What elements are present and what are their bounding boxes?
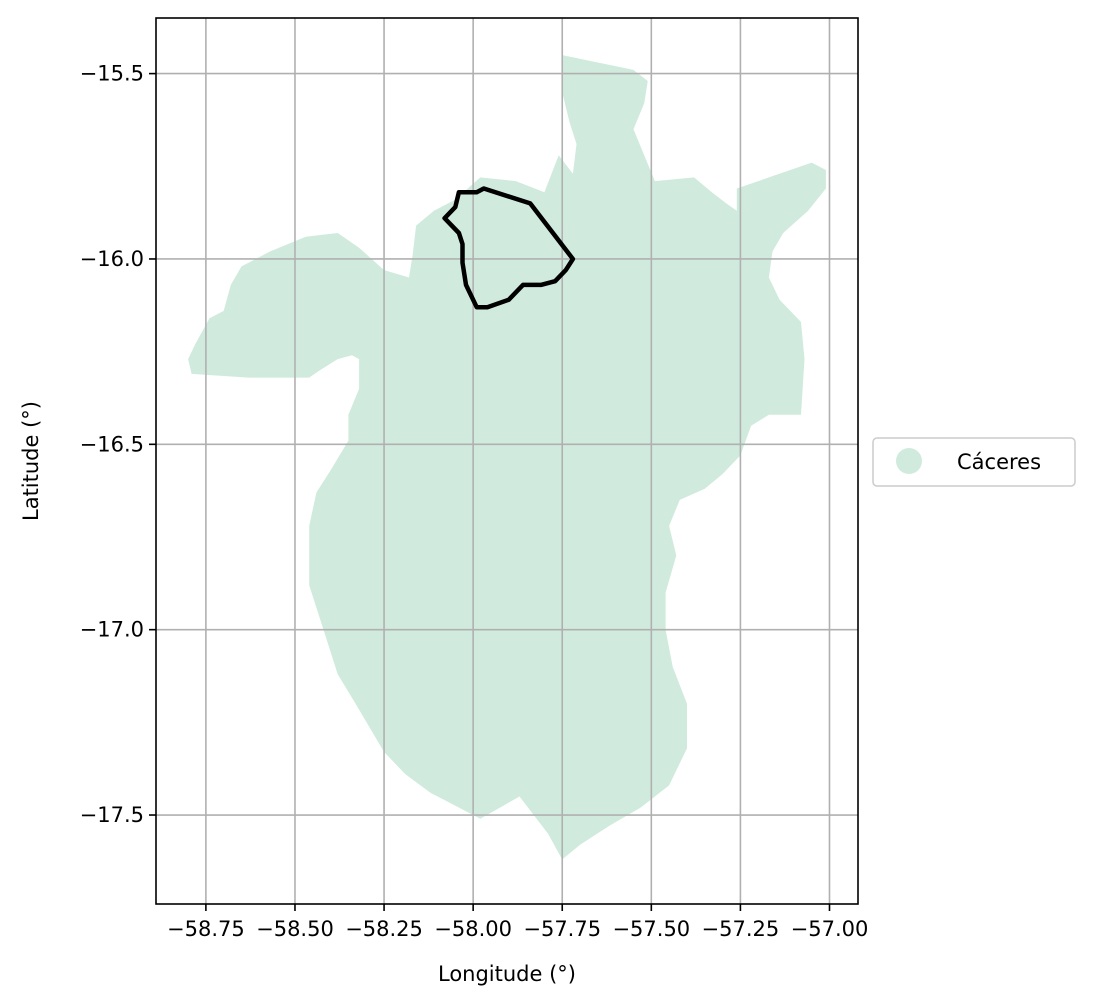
x-tick-label: −58.50	[256, 917, 334, 941]
y-tick-label: −15.5	[80, 62, 144, 86]
legend: Cáceres	[873, 438, 1075, 486]
legend-marker-caceres	[896, 448, 922, 474]
y-axis-label: Latitude (°)	[19, 401, 43, 521]
x-tick-label: −57.25	[702, 917, 780, 941]
y-tick-label: −16.0	[80, 247, 144, 271]
y-tick-label: −16.5	[80, 432, 144, 456]
x-tick-label: −57.50	[612, 917, 690, 941]
y-tick-label: −17.5	[80, 803, 144, 827]
legend-label-caceres: Cáceres	[957, 450, 1041, 474]
x-axis-label: Longitude (°)	[438, 962, 576, 986]
x-tick-label: −58.00	[434, 917, 512, 941]
x-tick-label: −58.25	[345, 917, 423, 941]
region-caceres	[188, 55, 826, 859]
x-tick-label: −57.00	[791, 917, 869, 941]
x-tick-label: −58.75	[167, 917, 245, 941]
x-tick-label: −57.75	[523, 917, 601, 941]
y-tick-label: −17.0	[80, 618, 144, 642]
region-layer	[188, 55, 826, 859]
